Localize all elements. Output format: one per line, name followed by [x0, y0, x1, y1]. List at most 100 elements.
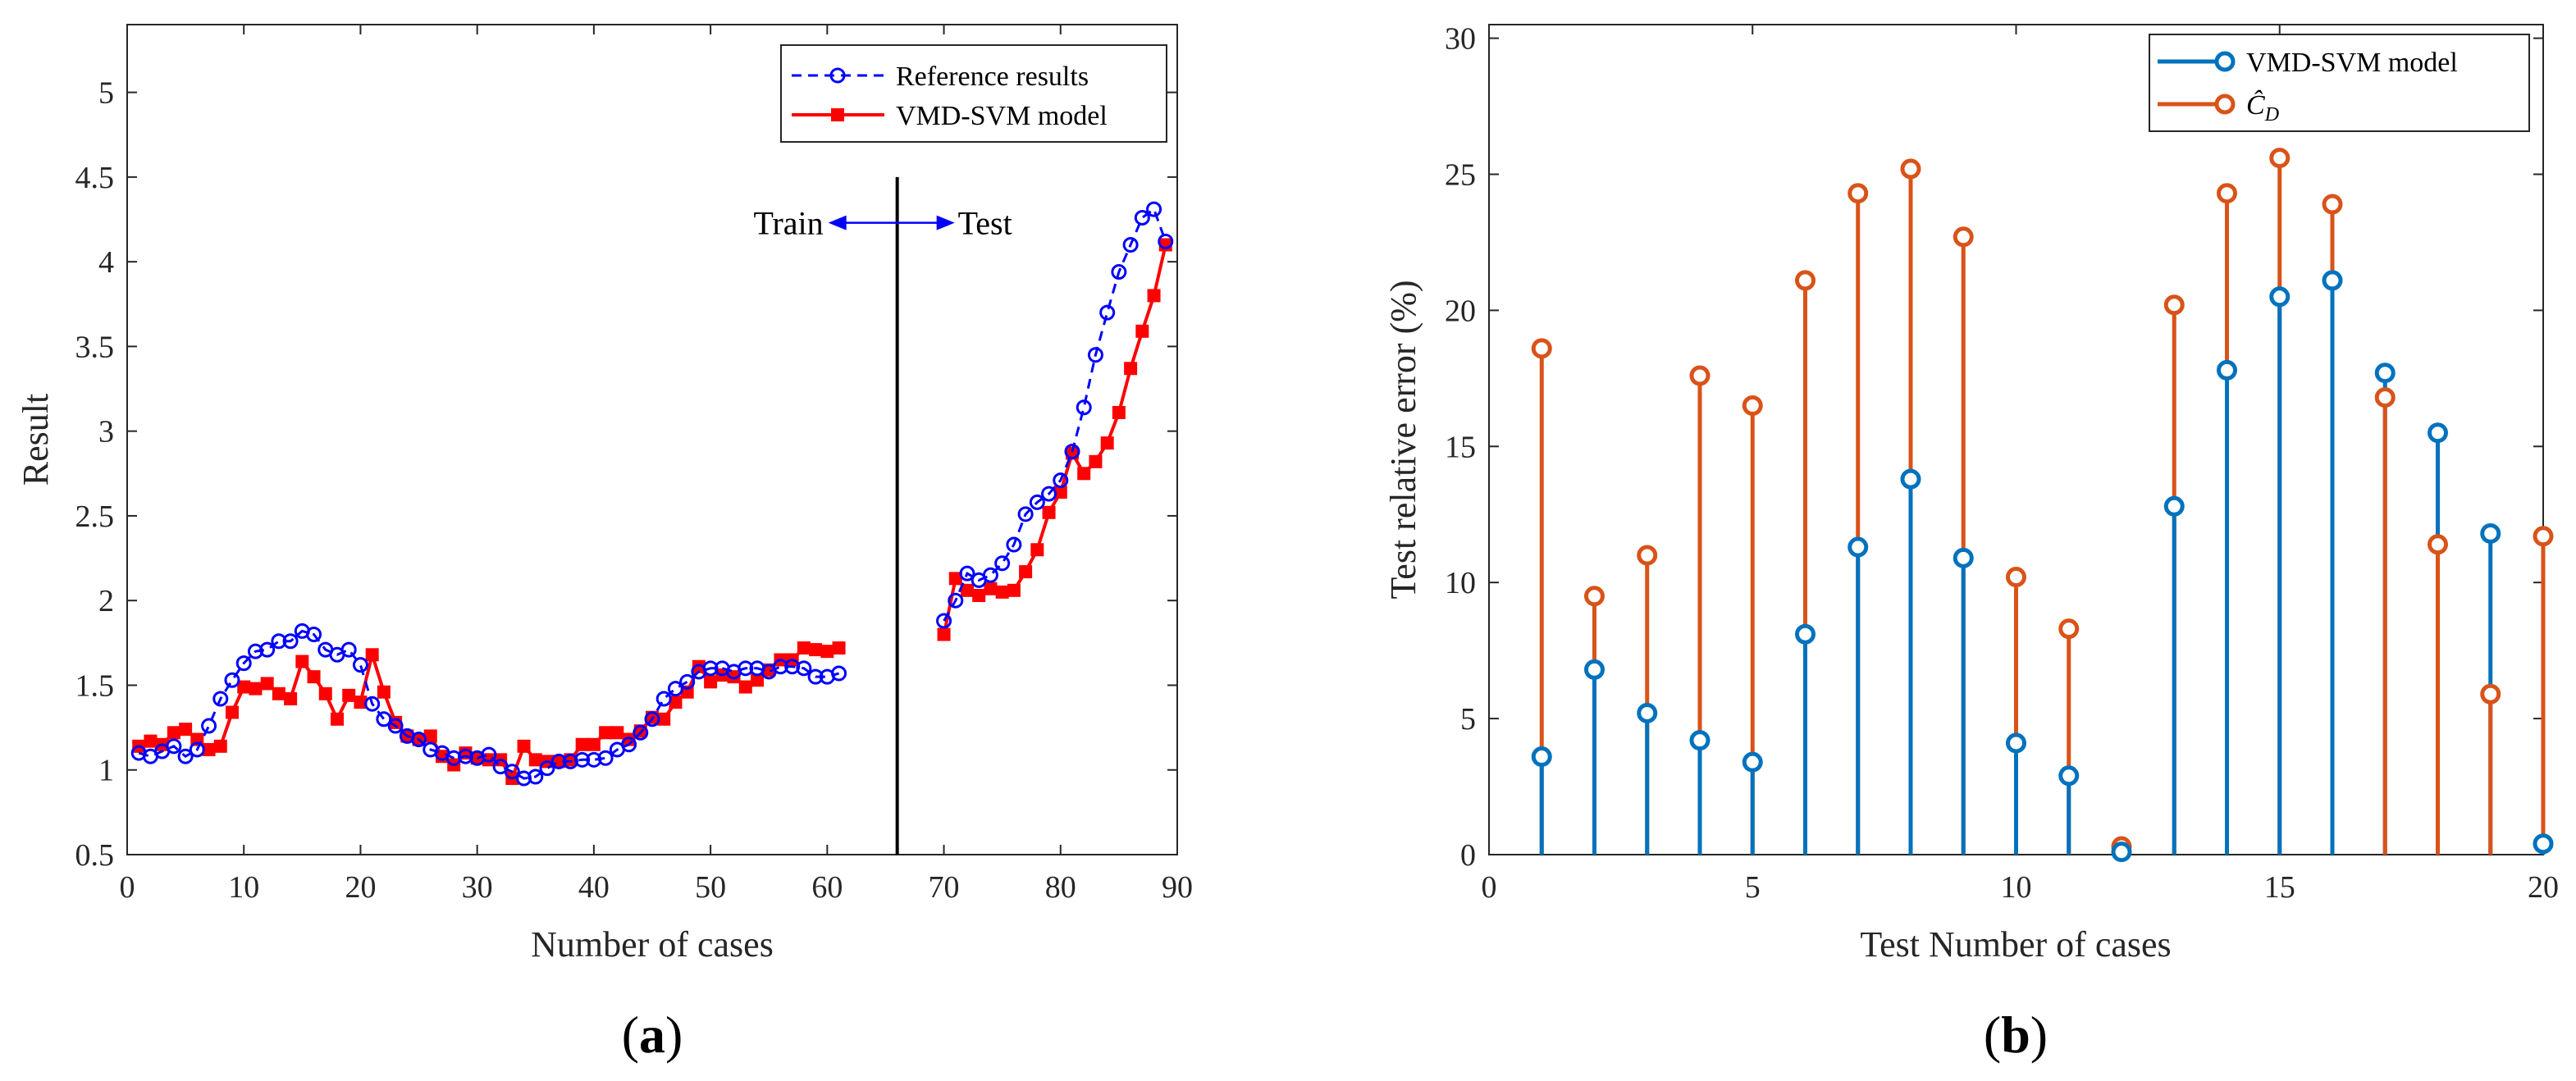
chart-a-x-tick-label: 0: [120, 870, 135, 905]
reference-results-point: [1041, 486, 1057, 502]
chart-a-legend-box: [780, 44, 1167, 143]
reference-results-point: [597, 750, 614, 766]
vmd-svm-model-point: [1124, 362, 1138, 376]
stem-marker-vmd-svm-model: [1637, 702, 1658, 723]
vmd-svm-model-point: [272, 686, 285, 700]
reference-results-point: [177, 748, 194, 764]
panel-label-a: (a): [622, 1006, 683, 1064]
reference-results-point: [212, 691, 229, 707]
reference-results-point: [982, 567, 998, 583]
stem-marker-cd: [2058, 618, 2080, 640]
reference-results-point: [189, 741, 205, 758]
vmd-svm-model-point: [1077, 467, 1091, 481]
reference-results-point: [621, 737, 637, 753]
chart-a-y-tick-label: 1.5: [75, 668, 115, 703]
chart-b-x-tick-label: 20: [2528, 870, 2559, 905]
vmd-svm-model-point: [1019, 565, 1033, 579]
legend-entry-vmd-svm-model-b: VMD-SVM model: [2158, 48, 2458, 78]
reference-results-point: [481, 746, 497, 763]
stem-marker-vmd-svm-model: [2322, 270, 2343, 291]
legend-vmd-svm-label: VMD-SVM model: [2246, 48, 2458, 78]
chart-a-y-tick-label: 1: [98, 754, 114, 788]
vmd-svm-model-point: [213, 739, 227, 753]
vmd-svm-model-point: [354, 696, 368, 709]
chart-a-y-ticks: 0.5 1 1.5 2 2.5 3 3.5 4 4.5 5: [75, 76, 1177, 873]
vmd-svm-model-point: [1053, 486, 1067, 499]
stem-marker-vmd-svm-model: [2217, 359, 2237, 381]
vmd-svm-model-point: [575, 737, 589, 751]
vmd-svm-model-point: [995, 585, 1009, 599]
stem-marker-cd: [1531, 338, 1552, 359]
arrow-left-head-icon: [828, 215, 847, 230]
chart-b-x-tick-label: 15: [2264, 870, 2295, 905]
vmd-svm-model-point: [704, 675, 718, 689]
reference-results-point: [282, 633, 299, 650]
stem-marker-cd: [2533, 526, 2554, 547]
chart-b-y-tick-label: 20: [1445, 294, 1476, 328]
reference-results-point: [364, 696, 381, 712]
reference-results-point: [1006, 536, 1022, 553]
vmd-svm-model-point: [692, 659, 706, 673]
reference-results-point: [1099, 304, 1116, 321]
reference-results-point: [259, 641, 276, 658]
vmd-svm-model-point: [318, 686, 332, 700]
chart-a-x-tick-label: 90: [1162, 870, 1193, 905]
stem-marker-vmd-svm-model: [2428, 422, 2448, 444]
reference-results-point: [1158, 233, 1174, 249]
vmd-svm-model-point: [972, 589, 986, 603]
reference-results-point: [702, 660, 719, 677]
train-test-annotation: Train Test: [753, 205, 1012, 242]
vmd-svm-model-point: [226, 705, 239, 719]
legend-model-marker: [831, 108, 844, 121]
chart-b-x-ticks: 0 5 10 15 20: [1482, 25, 2559, 905]
vmd-svm-model-point: [809, 643, 823, 657]
stem-marker-cd: [1584, 586, 1605, 607]
legend-cd-marker: [2214, 94, 2236, 115]
chart-b-y-tick-label: 0: [1460, 838, 1476, 873]
vmd-svm-model-point: [179, 723, 193, 737]
vmd-svm-model-point: [1135, 324, 1149, 338]
chart-a-y-tick-label: 2.5: [75, 499, 115, 534]
stem-marker-vmd-svm-model: [2374, 363, 2396, 384]
reference-results-point: [201, 718, 217, 734]
reference-results-point: [1076, 399, 1092, 416]
chart-a-x-axis-label: Number of cases: [531, 924, 774, 965]
chart-b-y-ticks: 0 5 10 15 20 25 30: [1445, 22, 2543, 873]
chart-b-y-axis-label: Test relative error (%): [1383, 280, 1423, 599]
vmd-svm-model-point: [948, 572, 962, 586]
reference-results-point: [271, 633, 287, 650]
chart-a-x-tick-label: 10: [228, 870, 259, 905]
vmd-svm-model-point: [295, 655, 309, 668]
chart-a-x-tick-label: 30: [462, 870, 493, 905]
reference-results-point: [633, 724, 649, 741]
chart-b-y-tick-label: 30: [1445, 22, 1476, 57]
chart-b-legend-box: [2149, 34, 2530, 132]
stem-marker-cd: [1900, 158, 1921, 180]
vmd-svm-model-point: [738, 680, 752, 694]
chart-b-x-axis-label: Test Number of cases: [1860, 924, 2171, 965]
reference-results-point: [411, 732, 427, 748]
vmd-svm-model-point: [260, 677, 274, 691]
test-label: Test: [958, 205, 1012, 242]
reference-results-point: [352, 657, 368, 673]
vmd-svm-model-point: [1042, 505, 1056, 519]
reference-results-point: [1146, 201, 1162, 217]
reference-results-point: [948, 592, 964, 609]
chart-a-y-axis-label: Result: [16, 394, 56, 486]
vmd-svm-model-point: [1100, 436, 1114, 450]
vmd-svm-model-point: [167, 726, 180, 740]
reference-results-point: [224, 672, 240, 688]
stem-marker-cd: [1848, 183, 1869, 204]
legend-cd-subscript: D: [2264, 104, 2279, 125]
vmd-svm-model-point: [284, 691, 298, 705]
legend-entry-vmd-svm-model-a: VMD-SVM model: [792, 101, 1108, 131]
reference-results-point: [679, 673, 696, 690]
chart-a-y-tick-label: 4: [98, 245, 114, 280]
reference-results-point: [807, 668, 824, 685]
chart-b-stems: [1531, 148, 2554, 863]
legend-reference-label: Reference results: [896, 62, 1089, 92]
reference-results-point: [387, 718, 404, 734]
vmd-svm-model-point: [331, 712, 344, 726]
stem-marker-vmd-svm-model: [2480, 522, 2501, 544]
stem-marker-vmd-svm-model: [1848, 536, 1869, 558]
